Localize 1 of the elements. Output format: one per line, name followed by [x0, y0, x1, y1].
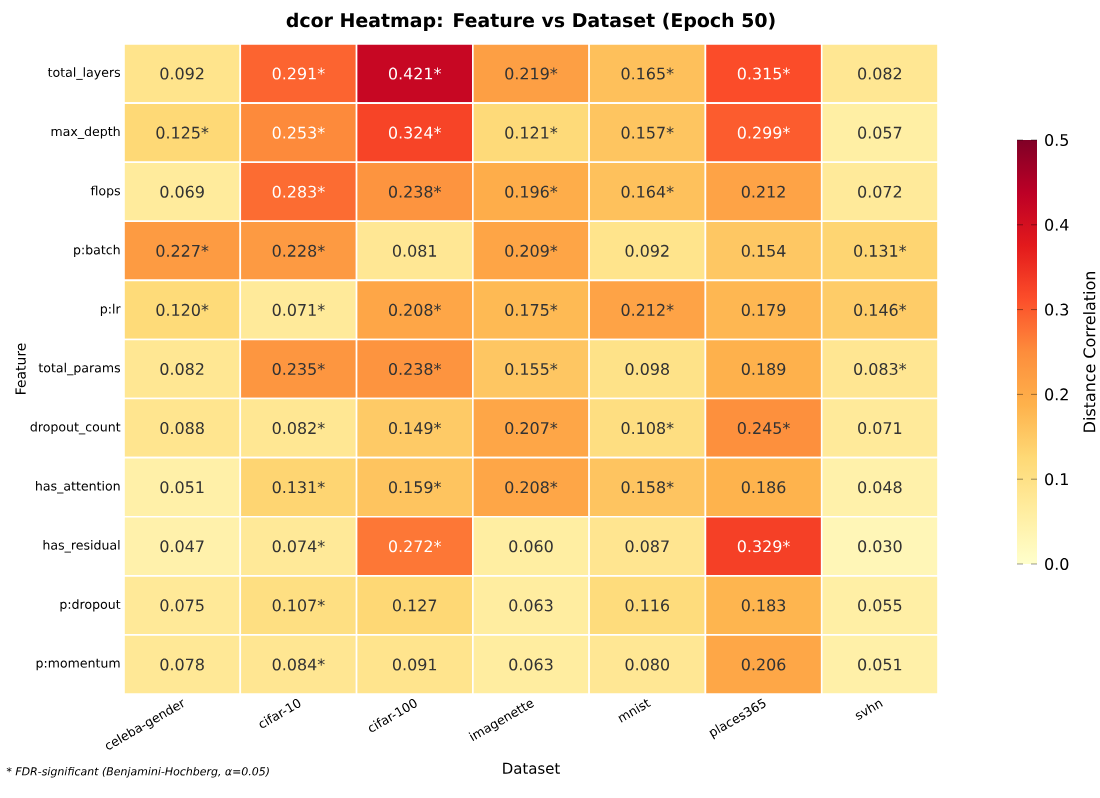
chart-title: dcor Heatmap: Feature vs Dataset (Epoch 50): [286, 12, 775, 32]
